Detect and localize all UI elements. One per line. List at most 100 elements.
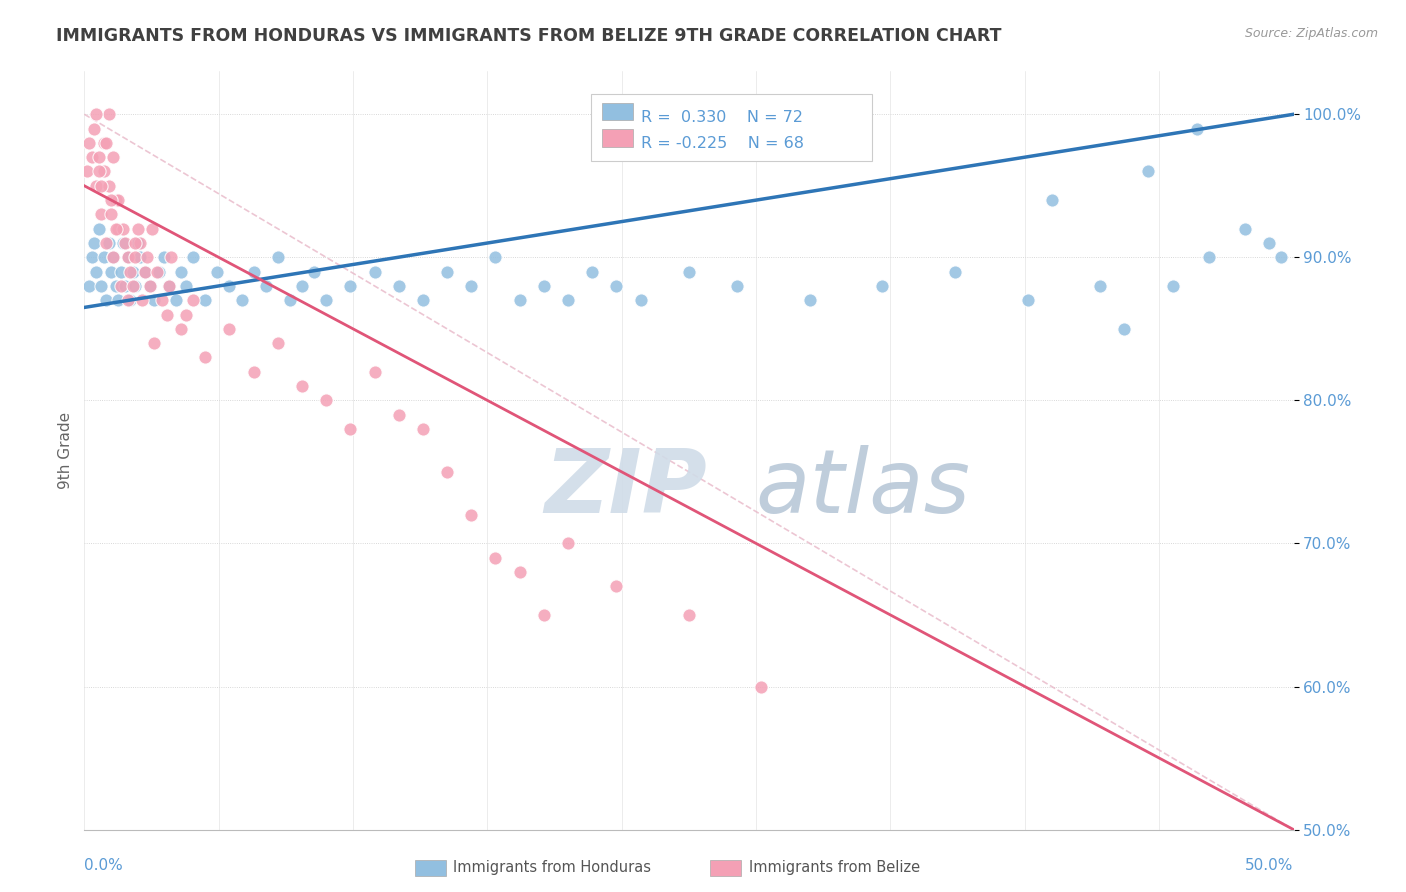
Point (148, 265, 170, 279)
Point (103, 250, 125, 264)
Point (315, 293, 337, 308)
Text: Source: ZipAtlas.com: Source: ZipAtlas.com (1244, 27, 1378, 40)
Point (605, 579, 627, 593)
Point (460, 508, 482, 522)
Point (127, 235, 149, 250)
Point (388, 408, 411, 422)
Point (153, 250, 176, 264)
Point (363, 265, 385, 279)
Point (124, 250, 146, 264)
Point (181, 293, 204, 308)
Point (218, 279, 240, 293)
Point (278, 293, 301, 308)
Point (86, 178, 108, 193)
Point (1088, 279, 1111, 293)
Point (581, 265, 603, 279)
Text: R =  0.330    N = 72: R = 0.330 N = 72 (641, 110, 803, 125)
Point (104, 279, 127, 293)
Point (117, 250, 139, 264)
Point (107, 221, 129, 235)
Text: ZIP: ZIP (544, 445, 707, 532)
Point (533, 279, 555, 293)
Point (533, 607, 555, 622)
Text: 50.0%: 50.0% (1246, 857, 1294, 872)
Point (138, 279, 160, 293)
Point (90, 279, 112, 293)
Point (97, 235, 120, 250)
Point (127, 221, 149, 235)
Point (1270, 250, 1292, 264)
Point (129, 235, 152, 250)
Point (93, 136, 115, 150)
Point (100, 193, 122, 207)
Point (100, 207, 122, 221)
Point (509, 565, 531, 579)
Point (94, 235, 117, 250)
Point (1114, 322, 1136, 336)
Point (943, 265, 966, 279)
Point (120, 265, 142, 279)
Point (110, 265, 132, 279)
Point (104, 193, 127, 207)
Point (160, 250, 183, 264)
Text: Immigrants from Belize: Immigrants from Belize (749, 860, 921, 874)
Point (1137, 164, 1160, 178)
Point (678, 265, 700, 279)
Point (194, 351, 217, 365)
Point (1185, 121, 1208, 136)
Point (134, 265, 156, 279)
Point (93, 164, 115, 178)
Point (460, 279, 482, 293)
Point (436, 465, 458, 479)
Point (509, 293, 531, 308)
Point (678, 607, 700, 622)
Point (242, 365, 264, 379)
Point (138, 279, 160, 293)
Point (165, 293, 187, 308)
Point (157, 279, 180, 293)
Point (94, 293, 117, 308)
Point (267, 336, 290, 351)
Point (436, 265, 458, 279)
Point (141, 221, 163, 235)
Text: Immigrants from Honduras: Immigrants from Honduras (453, 860, 651, 874)
Point (630, 293, 652, 308)
Point (339, 422, 361, 436)
Point (114, 235, 136, 250)
Text: R = -0.225    N = 68: R = -0.225 N = 68 (641, 136, 804, 152)
Point (170, 322, 193, 336)
Point (117, 250, 139, 264)
Point (136, 250, 159, 264)
Point (484, 250, 506, 264)
Point (231, 293, 253, 308)
Point (90, 178, 112, 193)
Point (363, 365, 385, 379)
Point (97, 178, 120, 193)
Point (121, 265, 143, 279)
Point (146, 265, 169, 279)
Point (412, 422, 434, 436)
Point (1258, 235, 1281, 250)
Point (1198, 250, 1220, 264)
Point (1234, 221, 1257, 235)
Point (181, 250, 204, 264)
Point (86, 107, 108, 121)
Point (254, 279, 277, 293)
Point (207, 265, 229, 279)
Point (90, 207, 112, 221)
Point (174, 308, 197, 322)
Point (157, 279, 180, 293)
Point (302, 265, 325, 279)
Point (1040, 193, 1063, 207)
Point (751, 680, 773, 694)
Point (93, 250, 115, 264)
Point (1161, 279, 1184, 293)
Point (86, 265, 108, 279)
Point (103, 150, 125, 164)
Point (112, 235, 135, 250)
Point (94, 136, 117, 150)
Point (557, 293, 579, 308)
Point (315, 393, 337, 408)
Point (557, 536, 579, 550)
Point (124, 279, 146, 293)
